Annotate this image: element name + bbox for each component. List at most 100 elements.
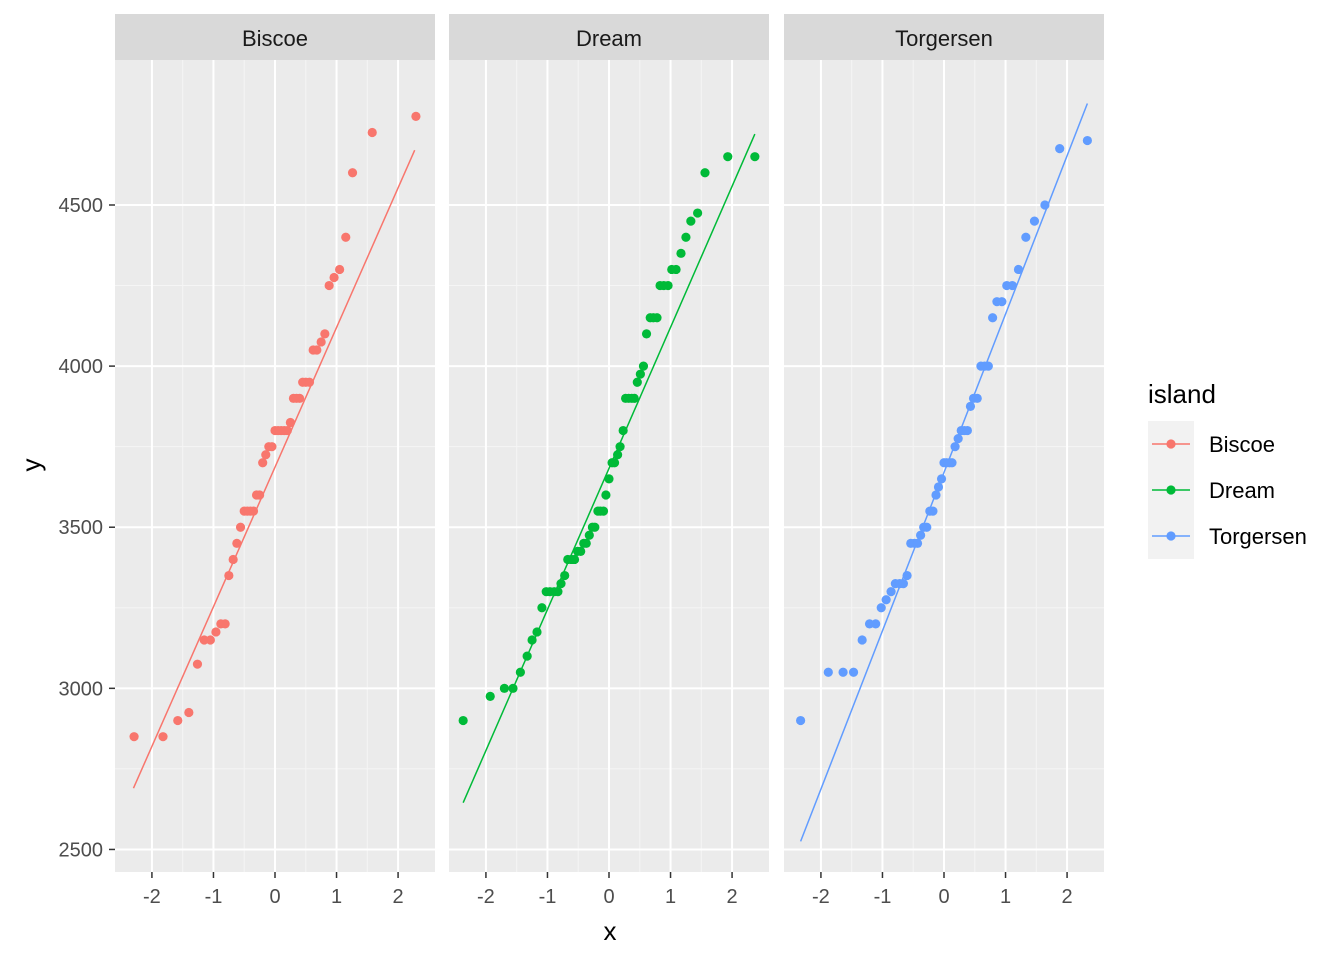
data-point (499, 683, 509, 693)
data-point (158, 732, 168, 742)
data-point (962, 425, 972, 436)
data-point (876, 603, 886, 613)
data-point (663, 280, 673, 291)
data-point (796, 715, 806, 726)
y-axis-title: y (16, 459, 46, 472)
data-point (458, 715, 468, 726)
data-point (576, 546, 586, 556)
legend: island Biscoe Dream Torgersen (1148, 379, 1307, 559)
facet-panel-dream: Dream -2 -1 0 1 2 (449, 14, 769, 908)
data-point (515, 667, 525, 677)
data-point (192, 659, 203, 669)
data-point (700, 168, 710, 178)
data-point (931, 490, 941, 500)
legend-entry-dream: Dream (1148, 467, 1275, 513)
x-tick-label: 1 (331, 886, 342, 908)
x-tick-label: -1 (874, 886, 892, 908)
legend-entry-torgersen: Torgersen (1148, 513, 1307, 559)
data-point (316, 337, 326, 347)
facet-strip-label: Dream (576, 26, 642, 51)
data-point (258, 458, 268, 468)
data-point (950, 442, 960, 452)
data-point (335, 264, 345, 275)
data-point (329, 272, 339, 283)
data-point (598, 506, 609, 516)
data-point (823, 667, 833, 677)
data-point (267, 442, 277, 452)
x-tick-label: -2 (143, 886, 161, 908)
data-point (601, 490, 611, 500)
data-point (1040, 200, 1050, 210)
data-point (1013, 264, 1024, 275)
data-point (983, 361, 993, 371)
data-point (560, 570, 570, 581)
data-point (553, 587, 563, 597)
legend-label: Dream (1209, 478, 1275, 503)
data-point (312, 345, 322, 355)
data-point (629, 393, 639, 403)
data-point (641, 329, 652, 339)
data-point (1055, 144, 1065, 154)
data-point (635, 369, 645, 379)
facet-strip (115, 14, 435, 60)
data-point (886, 587, 896, 597)
data-point (320, 329, 330, 339)
data-point (295, 393, 305, 403)
data-point (341, 232, 351, 242)
data-point (916, 530, 926, 540)
qq-line-biscoe (132, 149, 416, 789)
data-point (638, 361, 649, 371)
facet-panel-biscoe: Biscoe -2 -1 0 1 2 (115, 14, 435, 908)
x-tick-label: -1 (205, 886, 223, 908)
y-tick-label: 4500 (59, 195, 104, 217)
data-point (613, 450, 623, 460)
facet-strip (449, 14, 769, 60)
data-point (522, 651, 532, 661)
data-point (898, 579, 908, 589)
qq-line-torgersen (799, 103, 1089, 842)
y-tick-label: 4000 (59, 356, 104, 378)
data-point (324, 280, 334, 291)
data-point (282, 425, 292, 436)
legend-entry-biscoe: Biscoe (1148, 421, 1275, 467)
data-point (857, 635, 867, 645)
data-point (1007, 280, 1017, 291)
legend-key-point (1166, 531, 1176, 541)
facet-strip-label: Biscoe (242, 26, 308, 51)
data-point (584, 530, 594, 540)
data-point (947, 458, 957, 468)
data-point (848, 667, 859, 677)
data-point (604, 474, 614, 484)
data-point (871, 619, 881, 629)
data-point (671, 264, 681, 275)
facet-strip (784, 14, 1104, 60)
x-tick-label: -2 (477, 886, 495, 908)
data-point (953, 434, 963, 444)
data-point (261, 450, 271, 460)
data-point (912, 538, 923, 548)
data-point (228, 554, 238, 565)
data-point (902, 570, 912, 581)
x-axis-title: x (604, 916, 617, 946)
data-point (205, 635, 215, 645)
data-point (881, 595, 891, 605)
panels-layer: Biscoe -2 -1 0 1 2 Dream -2 -1 0 1 2 Torgersen -2 -1 0 1… (59, 14, 1104, 908)
x-tick-label: 0 (269, 886, 280, 908)
x-tick-label: 1 (665, 886, 676, 908)
data-point (965, 401, 976, 411)
data-point (723, 152, 733, 162)
x-tick-label: -2 (812, 886, 830, 908)
data-point (922, 522, 932, 532)
data-point (184, 707, 194, 718)
data-point (347, 168, 358, 178)
data-point (211, 627, 221, 637)
data-point (1029, 216, 1040, 226)
data-point (285, 417, 295, 428)
legend-label: Torgersen (1209, 524, 1307, 549)
data-point (232, 538, 242, 548)
x-tick-label: 2 (1062, 886, 1073, 908)
x-tick-label: 1 (1000, 886, 1011, 908)
data-point (686, 216, 696, 226)
legend-title: island (1148, 379, 1216, 409)
data-point (304, 377, 315, 387)
